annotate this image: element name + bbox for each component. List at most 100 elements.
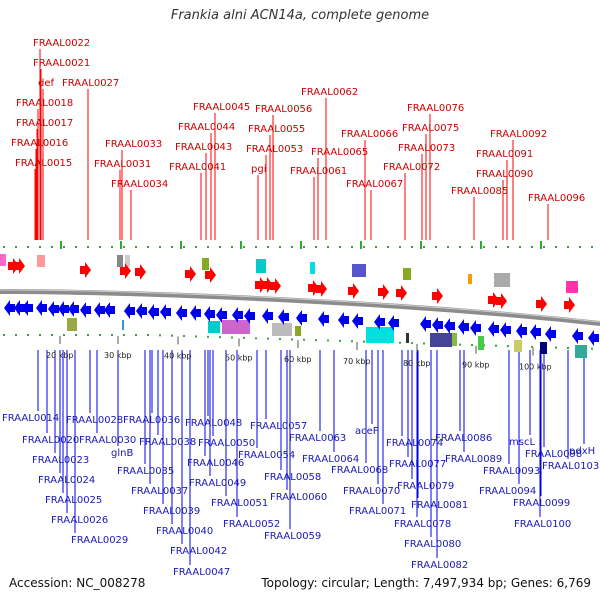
gene-label-fraal0049[interactable]: FRAAL0049 <box>189 478 246 489</box>
reverse-gene-arrow[interactable] <box>530 324 541 340</box>
gene-label-fraal0038[interactable]: FRAAL0038 <box>139 437 196 448</box>
gene-label-fraal0048[interactable]: FRAAL0048 <box>185 418 242 429</box>
gene-label-acef[interactable]: aceF <box>355 426 379 437</box>
gene-label-fraal0053[interactable]: FRAAL0053 <box>246 144 303 155</box>
gene-label-fraal0066[interactable]: FRAAL0066 <box>341 129 398 140</box>
forward-gene-arrow[interactable] <box>348 283 359 299</box>
forward-gene-arrow[interactable] <box>120 263 131 279</box>
gene-label-fraal0047[interactable]: FRAAL0047 <box>173 567 230 578</box>
forward-gene-arrow[interactable] <box>80 262 91 278</box>
reverse-gene-arrow[interactable] <box>545 326 556 342</box>
gene-label-fraal0034[interactable]: FRAAL0034 <box>111 179 168 190</box>
gene-label-fraal0057[interactable]: FRAAL0057 <box>250 421 307 432</box>
reverse-gene-arrow[interactable] <box>516 323 527 339</box>
reverse-gene-arrow[interactable] <box>14 300 25 316</box>
gene-label-fraal0046[interactable]: FRAAL0046 <box>187 458 244 469</box>
gene-label-fraal0085[interactable]: FRAAL0085 <box>451 186 508 197</box>
reverse-gene-arrow[interactable] <box>160 304 171 320</box>
forward-gene-arrow[interactable] <box>262 277 273 293</box>
reverse-gene-arrow[interactable] <box>432 317 443 333</box>
gene-label-fraal0054[interactable]: FRAAL0054 <box>238 450 295 461</box>
gene-label-fraal0031[interactable]: FRAAL0031 <box>94 159 151 170</box>
reverse-gene-arrow[interactable] <box>244 308 255 324</box>
gene-label-fraal0100[interactable]: FRAAL0100 <box>514 519 571 530</box>
gene-label-fraal0075[interactable]: FRAAL0075 <box>402 123 459 134</box>
gene-label-fraal0027[interactable]: FRAAL0027 <box>62 78 119 89</box>
forward-gene-arrow[interactable] <box>316 281 327 297</box>
gene-label-fraal0020[interactable]: FRAAL0020 <box>22 435 79 446</box>
reverse-gene-arrow[interactable] <box>488 321 499 337</box>
gene-label-fraal0059[interactable]: FRAAL0059 <box>264 531 321 542</box>
gene-label-fraal0052[interactable]: FRAAL0052 <box>223 519 280 530</box>
gene-label-fraal0093[interactable]: FRAAL0093 <box>483 466 540 477</box>
gene-label-pdxh[interactable]: pdxH <box>569 446 595 457</box>
gene-label-fraal0017[interactable]: FRAAL0017 <box>16 118 73 129</box>
gene-label-fraal0055[interactable]: FRAAL0055 <box>248 124 305 135</box>
forward-gene-arrow[interactable] <box>536 296 547 312</box>
reverse-gene-arrow[interactable] <box>190 305 201 321</box>
forward-gene-arrow[interactable] <box>564 297 575 313</box>
reverse-gene-arrow[interactable] <box>58 301 69 317</box>
gene-label-fraal0064[interactable]: FRAAL0064 <box>302 454 359 465</box>
gene-label-fraal0081[interactable]: FRAAL0081 <box>411 500 468 511</box>
gene-label-fraal0025[interactable]: FRAAL0025 <box>45 495 102 506</box>
gene-label-fraal0015[interactable]: FRAAL0015 <box>15 158 72 169</box>
forward-gene-arrow[interactable] <box>135 264 146 280</box>
gene-label-fraal0042[interactable]: FRAAL0042 <box>170 546 227 557</box>
forward-gene-arrow[interactable] <box>396 285 407 301</box>
reverse-gene-arrow[interactable] <box>94 302 105 318</box>
reverse-gene-arrow[interactable] <box>588 330 599 346</box>
reverse-gene-arrow[interactable] <box>278 309 289 325</box>
forward-gene-arrow[interactable] <box>270 278 281 294</box>
gene-label-fraal0094[interactable]: FRAAL0094 <box>479 486 536 497</box>
gene-label-fraal0029[interactable]: FRAAL0029 <box>71 535 128 546</box>
reverse-gene-arrow[interactable] <box>374 314 385 330</box>
reverse-gene-arrow[interactable] <box>420 316 431 332</box>
forward-gene-arrow[interactable] <box>432 288 443 304</box>
gene-label-fraal0065[interactable]: FRAAL0065 <box>311 147 368 158</box>
gene-label-fraal0071[interactable]: FRAAL0071 <box>349 506 406 517</box>
reverse-gene-arrow[interactable] <box>48 301 59 317</box>
gene-label-fraal0044[interactable]: FRAAL0044 <box>178 122 235 133</box>
reverse-gene-arrow[interactable] <box>388 315 399 331</box>
gene-label-fraal0030[interactable]: FRAAL0030 <box>79 435 136 446</box>
gene-label-fraal0043[interactable]: FRAAL0043 <box>175 142 232 153</box>
gene-label-def[interactable]: def <box>38 78 55 89</box>
gene-label-fraal0073[interactable]: FRAAL0073 <box>398 143 455 154</box>
gene-label-fraal0026[interactable]: FRAAL0026 <box>51 515 108 526</box>
reverse-gene-arrow[interactable] <box>458 319 469 335</box>
gene-label-fraal0077[interactable]: FRAAL0077 <box>389 459 446 470</box>
gene-label-fraal0076[interactable]: FRAAL0076 <box>407 103 464 114</box>
reverse-gene-arrow[interactable] <box>136 303 147 319</box>
forward-gene-arrow[interactable] <box>308 280 319 296</box>
gene-label-fraal0058[interactable]: FRAAL0058 <box>264 472 321 483</box>
gene-label-fraal0035[interactable]: FRAAL0035 <box>117 466 174 477</box>
gene-label-fraal0060[interactable]: FRAAL0060 <box>270 492 327 503</box>
gene-label-fraal0039[interactable]: FRAAL0039 <box>143 506 200 517</box>
reverse-gene-arrow[interactable] <box>80 302 91 318</box>
gene-label-fraal0023[interactable]: FRAAL0023 <box>32 455 89 466</box>
gene-label-fraal0036[interactable]: FRAAL0036 <box>123 415 180 426</box>
reverse-gene-arrow[interactable] <box>204 306 215 322</box>
gene-label-fraal0067[interactable]: FRAAL0067 <box>346 179 403 190</box>
gene-label-fraal0037[interactable]: FRAAL0037 <box>131 486 188 497</box>
reverse-gene-arrow[interactable] <box>444 318 455 334</box>
gene-label-fraal0099[interactable]: FRAAL0099 <box>513 498 570 509</box>
gene-label-fraal0021[interactable]: FRAAL0021 <box>33 58 90 69</box>
gene-label-fraal0022[interactable]: FRAAL0022 <box>33 38 90 49</box>
forward-gene-arrow[interactable] <box>205 267 216 283</box>
gene-label-fraal0051[interactable]: FRAAL0051 <box>211 498 268 509</box>
gene-label-fraal0050[interactable]: FRAAL0050 <box>198 438 255 449</box>
gene-label-fraal0089[interactable]: FRAAL0089 <box>445 454 502 465</box>
gene-label-glnb[interactable]: glnB <box>111 448 133 459</box>
gene-label-fraal0080[interactable]: FRAAL0080 <box>404 539 461 550</box>
gene-label-mscl[interactable]: mscL <box>509 437 535 448</box>
gene-label-fraal0062[interactable]: FRAAL0062 <box>301 87 358 98</box>
gene-label-fraal0028[interactable]: FRAAL0028 <box>66 415 123 426</box>
gene-label-fraal0096[interactable]: FRAAL0096 <box>528 193 585 204</box>
forward-gene-arrow[interactable] <box>488 292 499 308</box>
reverse-gene-arrow[interactable] <box>148 304 159 320</box>
reverse-gene-arrow[interactable] <box>36 300 47 316</box>
gene-label-fraal0033[interactable]: FRAAL0033 <box>105 139 162 150</box>
gene-label-fraal0078[interactable]: FRAAL0078 <box>394 519 451 530</box>
